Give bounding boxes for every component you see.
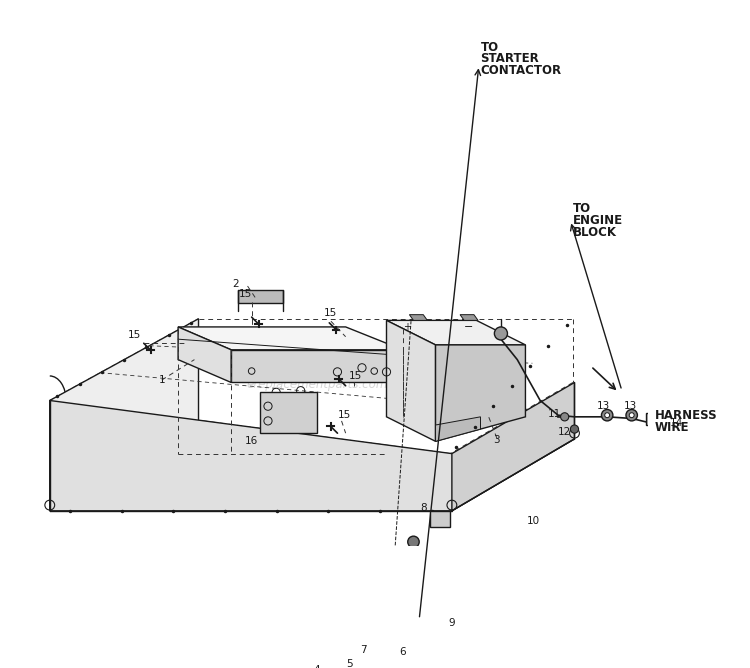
Text: 16: 16 (245, 436, 258, 446)
Text: −: − (464, 322, 473, 332)
Text: BLOCK: BLOCK (573, 226, 616, 239)
Polygon shape (410, 315, 428, 321)
Text: STARTER: STARTER (481, 52, 539, 65)
Polygon shape (50, 319, 199, 511)
Text: 15: 15 (239, 289, 253, 299)
Text: 13: 13 (623, 401, 637, 411)
Polygon shape (178, 327, 231, 383)
Polygon shape (436, 345, 526, 442)
Text: 10: 10 (527, 516, 540, 526)
Text: 15: 15 (338, 410, 350, 420)
Circle shape (408, 536, 419, 548)
Polygon shape (436, 417, 481, 442)
Text: TO: TO (573, 202, 591, 215)
Circle shape (602, 409, 613, 421)
Text: 13: 13 (596, 401, 610, 411)
Polygon shape (386, 321, 526, 345)
Text: 15: 15 (324, 308, 338, 318)
Text: TO: TO (481, 41, 499, 54)
Text: 2: 2 (232, 279, 238, 289)
Circle shape (494, 327, 508, 340)
Polygon shape (646, 413, 668, 425)
Polygon shape (238, 290, 283, 303)
Polygon shape (368, 646, 386, 662)
Text: +: + (403, 322, 411, 332)
Circle shape (629, 413, 634, 418)
Circle shape (571, 425, 578, 433)
Polygon shape (386, 321, 436, 442)
Polygon shape (231, 350, 403, 383)
Polygon shape (460, 315, 478, 321)
Circle shape (386, 563, 400, 576)
Text: 4: 4 (314, 665, 320, 668)
Text: 15: 15 (349, 371, 362, 381)
Circle shape (626, 409, 638, 421)
Text: 8: 8 (420, 504, 427, 514)
Text: 5: 5 (346, 659, 353, 668)
Text: 6: 6 (400, 647, 406, 657)
Circle shape (560, 413, 568, 421)
Polygon shape (452, 383, 574, 511)
Text: 3: 3 (494, 435, 500, 445)
Text: 14: 14 (670, 418, 683, 428)
Text: 1: 1 (158, 375, 165, 385)
Circle shape (604, 413, 610, 418)
Text: ENGINE: ENGINE (573, 214, 623, 227)
Text: HARNESS: HARNESS (655, 409, 717, 422)
Text: ereplacementparts.com: ereplacementparts.com (246, 377, 388, 391)
Polygon shape (260, 392, 317, 433)
Polygon shape (178, 327, 403, 350)
Polygon shape (430, 511, 450, 527)
Text: 12: 12 (558, 427, 572, 436)
Text: 9: 9 (448, 618, 455, 628)
Text: CONTACTOR: CONTACTOR (481, 63, 562, 77)
Text: 7: 7 (360, 645, 367, 655)
Text: 15: 15 (128, 330, 142, 340)
Text: WIRE: WIRE (655, 421, 689, 434)
Text: 11: 11 (548, 409, 561, 419)
Circle shape (350, 643, 355, 648)
Polygon shape (50, 401, 574, 511)
